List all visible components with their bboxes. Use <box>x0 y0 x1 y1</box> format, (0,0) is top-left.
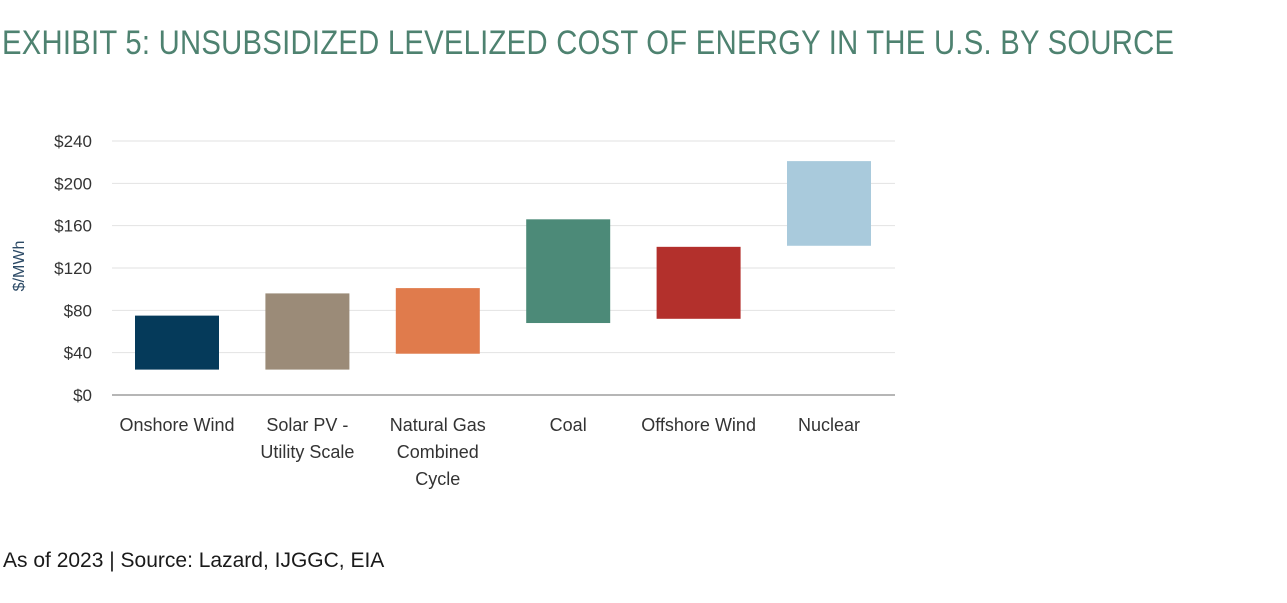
x-category-label: Offshore Wind <box>641 415 756 435</box>
x-category-label: Natural Gas Combined Cycle <box>390 415 486 489</box>
y-tick-label: $0 <box>73 386 92 405</box>
source-footnote: As of 2023 | Source: Lazard, IJGGC, EIA <box>3 549 385 572</box>
bar-nuclear <box>787 161 871 246</box>
y-tick-label: $120 <box>54 259 92 278</box>
bar-coal <box>526 219 611 324</box>
y-tick-label: $240 <box>54 132 92 151</box>
x-axis-categories: Onshore Wind Solar PV -Utility Scale Natur… <box>119 415 860 489</box>
chart: $0 $40 $80 $120 $160 $200 $240 $/MWh Onshore W… <box>11 132 895 489</box>
bar-natural-gas-combined-cycle <box>395 288 480 354</box>
y-tick-label: $80 <box>64 301 92 320</box>
x-category-label: Onshore Wind <box>119 415 234 435</box>
y-tick-label: $40 <box>64 344 92 363</box>
y-axis-ticks: $0 $40 $80 $120 $160 $200 $240 <box>54 132 92 405</box>
gridlines <box>112 140 895 396</box>
x-category-label: Nuclear <box>798 415 860 435</box>
x-category-label: Coal <box>550 415 587 435</box>
chart-title: EXHIBIT 5: UNSUBSIDIZED LEVELIZED COST O… <box>2 24 1175 62</box>
y-tick-label: $160 <box>54 217 92 236</box>
y-tick-label: $200 <box>54 174 92 193</box>
bar-solar-pv-utility-scale <box>265 293 350 370</box>
y-axis-label: $/MWh <box>11 241 28 292</box>
bar-offshore-wind <box>656 246 741 319</box>
bar-onshore-wind <box>135 315 219 370</box>
x-category-label: Solar PV -Utility Scale <box>260 415 354 462</box>
bars <box>135 161 871 370</box>
